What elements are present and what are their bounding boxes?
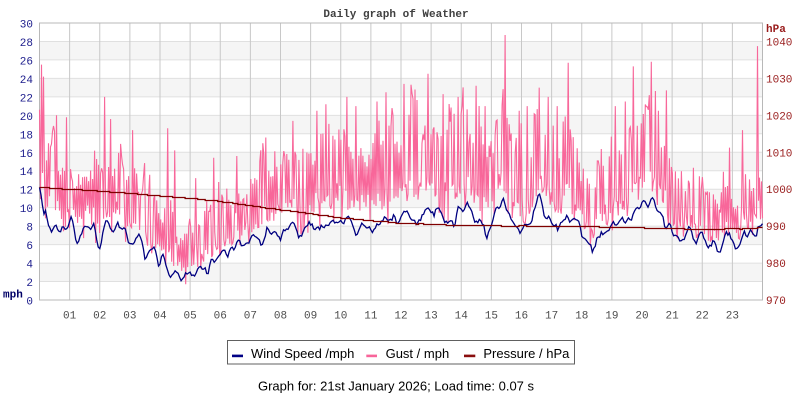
svg-text:20: 20 — [635, 311, 648, 323]
svg-text:02: 02 — [93, 311, 106, 323]
svg-text:12: 12 — [394, 311, 407, 323]
svg-text:6: 6 — [26, 241, 33, 253]
svg-text:03: 03 — [123, 311, 136, 323]
svg-text:06: 06 — [214, 311, 227, 323]
svg-text:1030: 1030 — [766, 74, 792, 86]
svg-text:1010: 1010 — [766, 148, 792, 160]
svg-text:08: 08 — [274, 311, 287, 323]
svg-text:1020: 1020 — [766, 111, 792, 123]
svg-text:24: 24 — [20, 75, 34, 87]
svg-text:18: 18 — [20, 130, 33, 142]
svg-text:Pressure / hPa: Pressure / hPa — [483, 346, 570, 361]
svg-text:28: 28 — [20, 38, 33, 50]
svg-text:05: 05 — [184, 311, 197, 323]
svg-text:16: 16 — [20, 149, 33, 161]
svg-text:22: 22 — [20, 93, 33, 105]
svg-text:21: 21 — [666, 311, 680, 323]
svg-text:4: 4 — [26, 260, 33, 272]
svg-text:17: 17 — [545, 311, 558, 323]
svg-text:13: 13 — [425, 311, 438, 323]
svg-text:26: 26 — [20, 56, 33, 68]
svg-text:04: 04 — [153, 311, 167, 323]
svg-text:15: 15 — [485, 311, 498, 323]
svg-text:16: 16 — [515, 311, 528, 323]
svg-text:mph: mph — [3, 290, 23, 302]
svg-text:980: 980 — [766, 259, 786, 271]
svg-text:09: 09 — [304, 311, 317, 323]
svg-text:990: 990 — [766, 222, 786, 234]
svg-text:12: 12 — [20, 186, 33, 198]
svg-text:07: 07 — [244, 311, 257, 323]
svg-text:8: 8 — [26, 223, 33, 235]
svg-text:Daily graph of Weather: Daily graph of Weather — [323, 9, 468, 21]
svg-text:Gust / mph: Gust / mph — [386, 346, 450, 361]
svg-text:11: 11 — [364, 311, 378, 323]
svg-text:1040: 1040 — [766, 37, 792, 49]
svg-text:14: 14 — [20, 167, 34, 179]
svg-text:20: 20 — [20, 112, 33, 124]
svg-text:1000: 1000 — [766, 185, 792, 197]
svg-text:0: 0 — [26, 297, 33, 309]
svg-text:hPa: hPa — [766, 24, 786, 36]
svg-text:30: 30 — [20, 20, 33, 32]
svg-text:19: 19 — [605, 311, 618, 323]
svg-text:22: 22 — [696, 311, 709, 323]
svg-text:01: 01 — [63, 311, 77, 323]
svg-text:970: 970 — [766, 296, 786, 308]
svg-text:10: 10 — [334, 311, 347, 323]
svg-text:Graph for: 21st January 2026;: Graph for: 21st January 2026; Load time:… — [258, 379, 535, 394]
svg-text:10: 10 — [20, 204, 33, 216]
svg-text:14: 14 — [455, 311, 469, 323]
svg-text:18: 18 — [575, 311, 588, 323]
svg-text:2: 2 — [26, 278, 33, 290]
svg-text:23: 23 — [726, 311, 739, 323]
svg-text:Wind Speed /mph: Wind Speed /mph — [251, 346, 354, 361]
